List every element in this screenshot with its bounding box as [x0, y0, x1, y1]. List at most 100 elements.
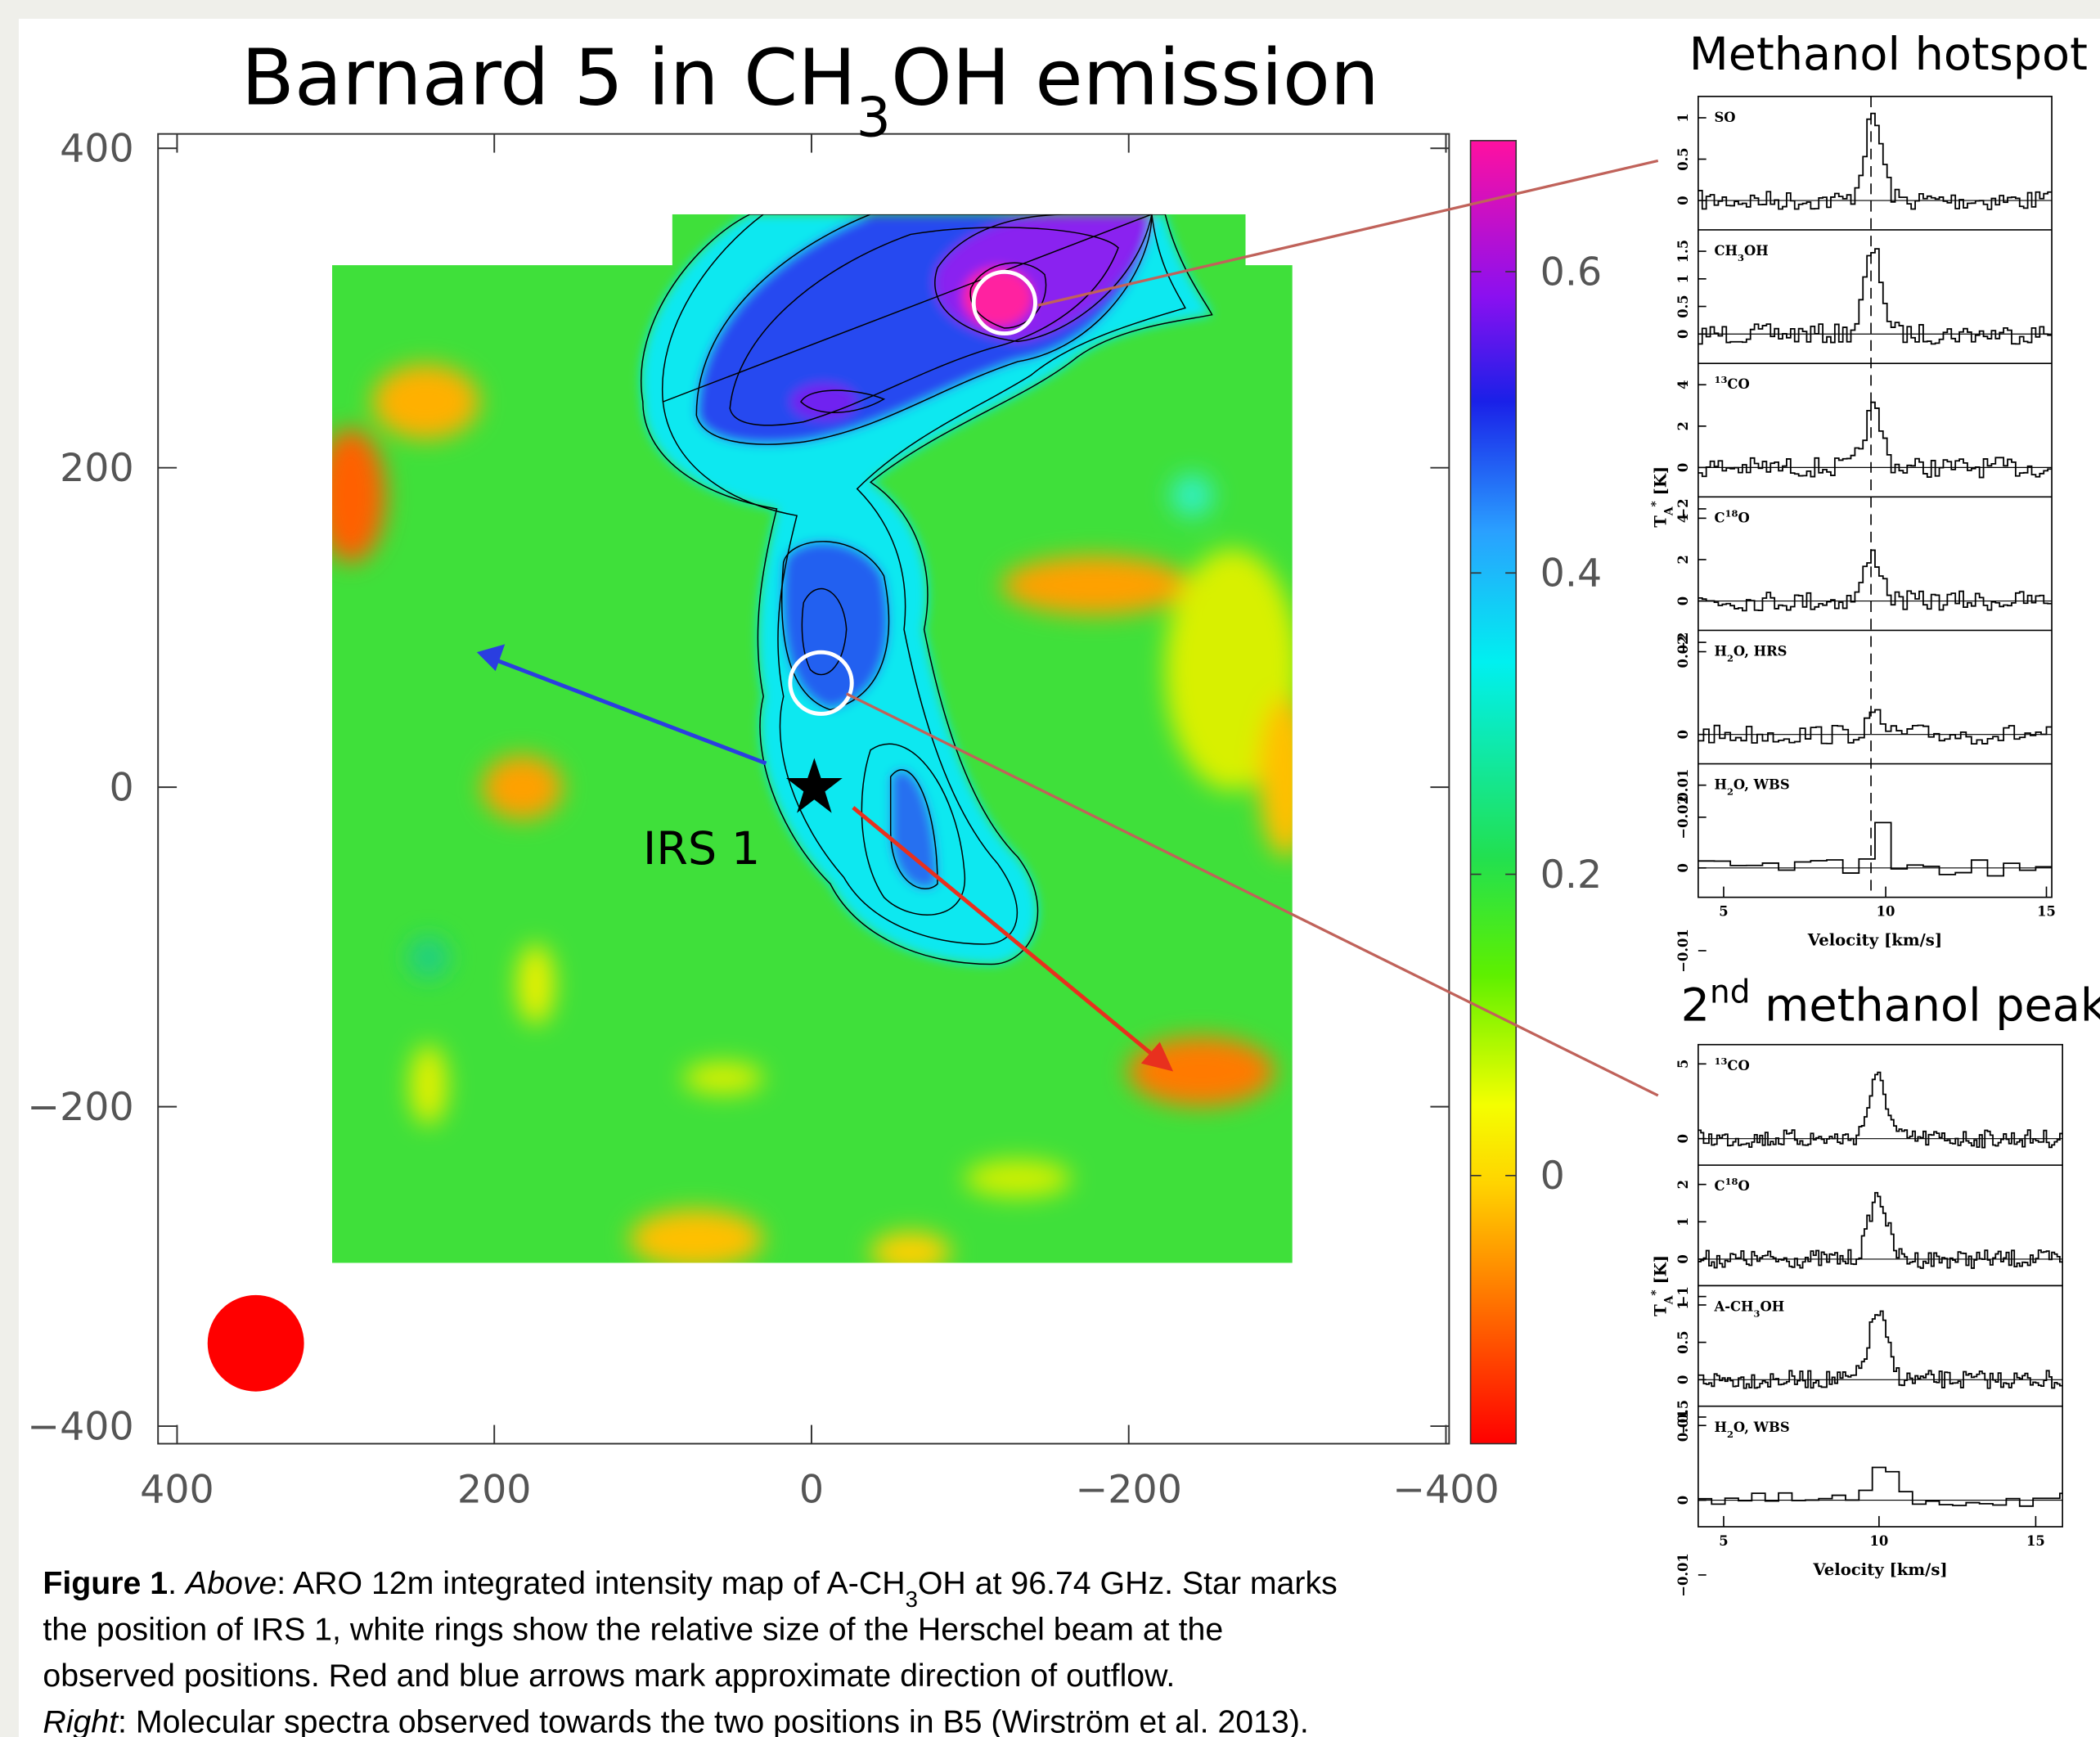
y-tick-label: 0.5: [1675, 295, 1691, 317]
text-run: Right: [43, 1703, 119, 1737]
x-tick-label: 0: [799, 1468, 824, 1513]
text-run: CO: [1727, 376, 1749, 392]
text-run: .: [168, 1565, 186, 1601]
text-run: T: [1652, 515, 1671, 528]
x-tick-label: 5: [1719, 1533, 1728, 1549]
x-tick-label: 5: [1719, 904, 1728, 920]
colorbar: [1470, 140, 1517, 1444]
caption-line: Figure 1. Above: ARO 12m integrated inte…: [43, 1565, 1337, 1611]
intensity-map: [332, 214, 1293, 1263]
spectrum: [1698, 401, 2053, 479]
text-run: *: [1650, 1289, 1663, 1295]
y-axis-label: TA* [K]: [1650, 1255, 1676, 1316]
x-tick-label: 400: [140, 1468, 214, 1513]
text-run: A: [1663, 506, 1676, 516]
y-tick-label: −2: [1675, 632, 1691, 653]
text-run: *: [1650, 501, 1663, 506]
spectrum: [1698, 709, 2053, 745]
beam-ring: [788, 650, 854, 716]
text-run: CO: [1727, 1058, 1749, 1073]
y-tick-label: 0.5: [1675, 1330, 1691, 1353]
connector: [1037, 159, 1659, 307]
connector: [845, 692, 1659, 1097]
text-run: OH emission: [891, 34, 1379, 124]
text-run: Barnard 5 in CH: [241, 34, 857, 124]
text-run: 3: [857, 86, 891, 150]
text-run: A: [1663, 1295, 1676, 1305]
x-axis-label: Velocity [km/s]: [1812, 1560, 1947, 1579]
y-tick-label: 1: [1675, 1300, 1691, 1309]
y-tick-label: −0.5: [1675, 1400, 1691, 1434]
molecule-label: H2O, HRS: [1715, 644, 1787, 664]
text-run: nd: [1710, 974, 1750, 1010]
text-run: Methanol hotspot: [1689, 28, 2088, 81]
y-tick-label: 0.01: [1675, 769, 1691, 802]
outflow-arrow-blue: [492, 657, 767, 766]
spectrum: [1698, 1466, 2063, 1507]
text-run: O: [1738, 510, 1749, 525]
y-tick-label: 0: [1675, 330, 1691, 339]
y-tick-label: −0.02: [1675, 795, 1691, 839]
panel-title: Methanol hotspot: [1689, 28, 2088, 81]
text-run: Above: [184, 1565, 277, 1601]
y-tick-label: −2: [1675, 498, 1691, 519]
colorbar-tick-label: 0.6: [1540, 250, 1603, 295]
text-run: 2: [1727, 786, 1734, 798]
x-tick-label: −200: [1076, 1468, 1182, 1513]
text-run: 13: [1715, 1055, 1728, 1067]
text-run: OH at 96.74 GHz. Star marks: [918, 1565, 1338, 1601]
text-run: : ARO 12m integrated intensity map of A-…: [277, 1565, 905, 1601]
molecule-label: C18O: [1715, 1176, 1750, 1194]
text-run: [K]: [1652, 1255, 1671, 1289]
text-run: 13: [1715, 374, 1728, 385]
colorbar-tick-label: 0.2: [1540, 853, 1603, 898]
text-run: methanol peak: [1750, 979, 2100, 1032]
molecule-label: A-CH3OH: [1714, 1298, 1785, 1319]
y-tick-label: 0.02: [1675, 636, 1691, 668]
text-run: OH: [1744, 243, 1769, 259]
y-tick-label: −0.01: [1675, 1553, 1691, 1597]
y-tick-label: −400: [27, 1404, 133, 1449]
chart-title: Barnard 5 in CH3OH emission: [241, 34, 1379, 150]
y-tick-label: 0: [1675, 463, 1691, 472]
text-run: 18: [1725, 1176, 1738, 1187]
y-tick-label: 0: [1675, 1375, 1691, 1384]
text-run: SO: [1715, 110, 1736, 125]
y-tick-label: 1: [1675, 1217, 1691, 1226]
y-tick-label: 2: [1675, 421, 1691, 430]
beam-ring: [971, 269, 1037, 336]
caption-line: Right: Molecular spectra observed toward…: [43, 1703, 1308, 1737]
y-tick-label: −200: [27, 1085, 133, 1130]
star-irs1: [785, 758, 843, 813]
y-tick-label: 200: [60, 446, 134, 491]
molecule-label: CH3OH: [1715, 243, 1769, 263]
x-tick-label: −400: [1392, 1468, 1499, 1513]
y-tick-label: 0: [1675, 730, 1691, 739]
spectrum: [1698, 549, 2053, 612]
text-run: O, WBS: [1734, 1420, 1790, 1435]
y-tick-label: 0: [1675, 1134, 1691, 1143]
molecule-label: H2O, WBS: [1715, 1420, 1790, 1440]
text-run: OH: [1760, 1298, 1784, 1314]
y-tick-label: 0: [1675, 196, 1691, 205]
text-run: 3: [906, 1586, 918, 1611]
text-run: the position of IRS 1, white rings show …: [43, 1611, 1223, 1647]
y-tick-label: 2: [1675, 555, 1691, 564]
text-run: H: [1715, 777, 1727, 793]
text-run: 2: [1727, 653, 1734, 664]
y-tick-label: 0.5: [1675, 147, 1691, 170]
beam-circle: [207, 1294, 304, 1392]
spectrum: [1698, 821, 2053, 877]
text-run: 2: [1681, 979, 1710, 1032]
text-run: C: [1715, 510, 1725, 525]
text-run: 2: [1727, 1429, 1734, 1440]
y-tick-label: 0: [1675, 863, 1691, 872]
map-frame: [157, 133, 1450, 1445]
arrow-head: [1140, 1042, 1174, 1072]
y-tick-label: 4: [1675, 380, 1691, 389]
y-tick-label: −1: [1675, 1286, 1691, 1307]
y-tick-label: 1: [1675, 274, 1691, 283]
y-tick-label: 0: [1675, 596, 1691, 605]
colorbar-tick-label: 0.4: [1540, 551, 1603, 596]
